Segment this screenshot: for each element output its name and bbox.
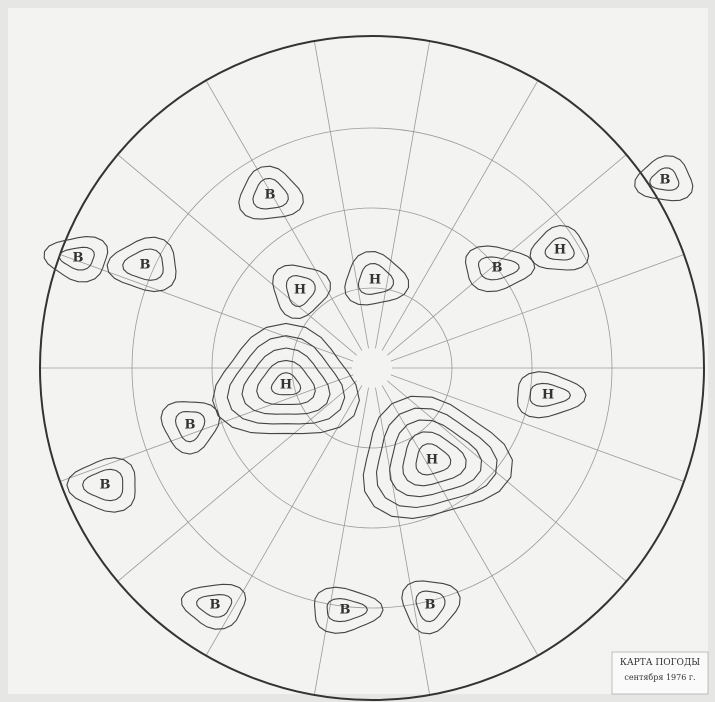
meridian — [387, 380, 627, 582]
isobar — [402, 431, 467, 487]
meridian — [375, 387, 431, 696]
isobar — [401, 580, 461, 635]
map-date: сентября 1976 г. — [624, 673, 695, 682]
pressure-center-label: Н — [294, 283, 306, 298]
meridian — [59, 374, 354, 482]
pressure-center-label: Н — [369, 273, 381, 288]
pressure-center-label: Н — [280, 378, 292, 393]
meridian — [375, 40, 431, 349]
isobar — [270, 372, 302, 396]
map-title: КАРТА ПОГОДЫ — [620, 658, 700, 668]
graticule — [40, 40, 704, 696]
pressure-center-label: В — [265, 188, 276, 203]
meridian — [313, 387, 369, 696]
pressure-center-label: Н — [426, 453, 438, 468]
isobar — [212, 322, 360, 435]
isobar — [238, 165, 304, 220]
isobar — [66, 457, 136, 513]
meridian — [205, 385, 363, 656]
isobar — [389, 419, 483, 498]
isobar — [226, 335, 346, 425]
isobar — [241, 347, 331, 415]
isobar — [122, 248, 164, 281]
isobar — [160, 401, 221, 455]
isobar — [516, 371, 587, 419]
title-block — [611, 651, 709, 695]
isobar — [544, 237, 575, 261]
isobar — [252, 177, 289, 210]
isobar — [529, 224, 590, 271]
isobar — [43, 236, 109, 283]
isobar — [285, 275, 316, 307]
pressure-center-label: В — [100, 478, 111, 493]
isobar — [196, 594, 233, 618]
pressure-center-label: В — [185, 418, 196, 433]
isobar — [344, 251, 410, 306]
pressure-center-label: В — [73, 251, 84, 266]
meridian — [381, 385, 539, 656]
paper — [8, 8, 708, 694]
isobar — [326, 598, 369, 623]
pressure-center-label: В — [210, 598, 221, 613]
isobar — [477, 256, 520, 281]
isobar — [634, 155, 694, 202]
isobar — [415, 590, 446, 623]
isobar — [649, 167, 680, 191]
isobar — [464, 245, 536, 293]
pressure-center-label: Н — [542, 388, 554, 403]
isobar — [272, 264, 331, 319]
isobar — [313, 586, 384, 634]
meridian — [381, 80, 539, 351]
meridian — [117, 154, 357, 356]
isobars — [43, 155, 694, 635]
meridian — [117, 380, 357, 582]
isobar — [375, 407, 498, 509]
pressure-center-label: Н — [554, 243, 566, 258]
isobar — [106, 236, 177, 293]
pressure-centers: Н Н В В В В Н Н В В В В В В Н Н — [73, 173, 671, 618]
meridian — [390, 254, 685, 362]
isobar — [256, 359, 316, 405]
isobar — [174, 411, 206, 443]
map-border — [39, 35, 705, 701]
pressure-center-label: В — [492, 261, 503, 276]
meridian — [390, 374, 685, 482]
isobar — [58, 246, 95, 271]
isobar — [82, 468, 124, 502]
isobar — [529, 382, 572, 407]
pressure-center-label: В — [340, 603, 351, 618]
pressure-center-label: В — [140, 258, 151, 273]
meridian — [205, 80, 363, 351]
isobar — [180, 583, 247, 630]
meridian — [387, 154, 627, 356]
pressure-center-label: В — [425, 598, 436, 613]
pressure-center-label: В — [660, 173, 671, 188]
meridian — [313, 40, 369, 349]
isobar — [357, 263, 394, 295]
isobar — [415, 443, 452, 476]
isobar — [362, 395, 513, 519]
